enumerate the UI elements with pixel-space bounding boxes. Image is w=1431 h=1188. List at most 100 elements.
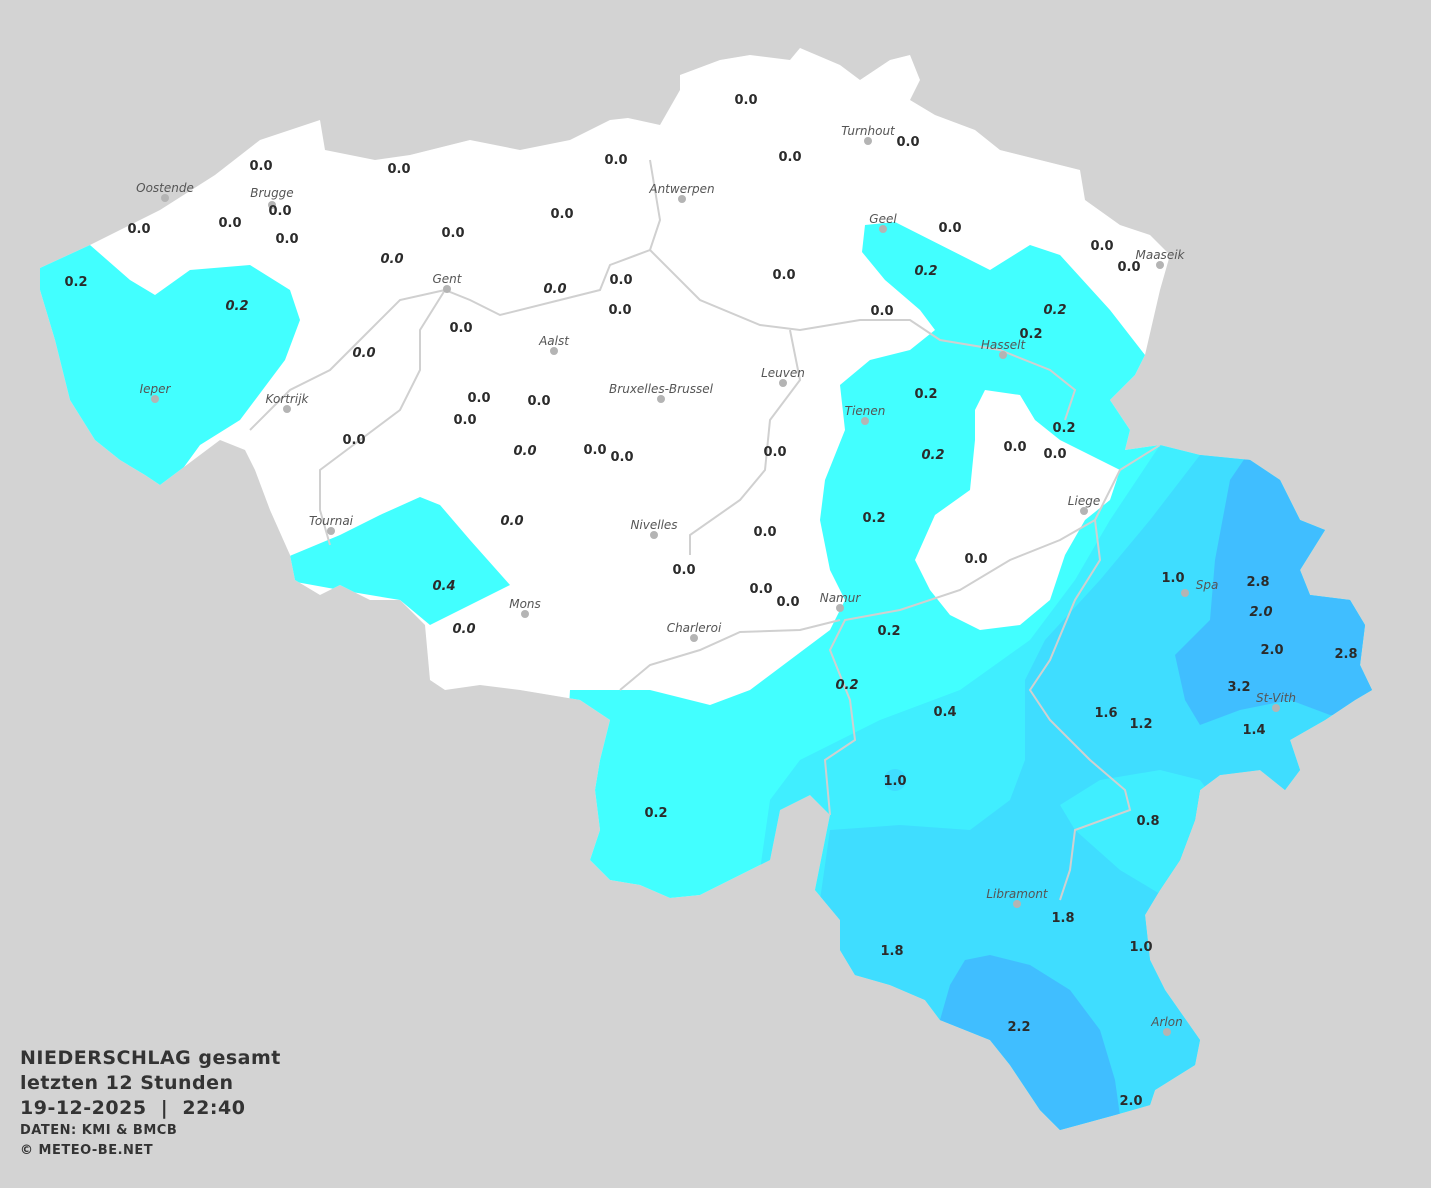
city-label: Arlon <box>1150 1015 1182 1029</box>
station-value: 0.2 <box>1019 327 1042 342</box>
station-value: 0.0 <box>763 445 786 460</box>
city-layer: Oostende Brugge Antwerpen Turnhout Geel Maase… <box>136 124 1296 1036</box>
station-value: 0.0 <box>604 153 627 168</box>
station-value: 0.0 <box>513 444 536 459</box>
station-value: 2.0 <box>1249 605 1272 620</box>
station-value: 0.0 <box>543 282 566 297</box>
station-value: 0.0 <box>964 552 987 567</box>
city-label: Turnhout <box>841 124 896 138</box>
rivers <box>249 159 1161 901</box>
city-label: Gent <box>433 272 463 286</box>
city-label: Bruxelles-Brussel <box>609 382 714 396</box>
station-value: 0.0 <box>1043 447 1066 462</box>
station-value: 0.2 <box>914 264 937 279</box>
station-value: 2.2 <box>1007 1020 1030 1035</box>
city-label: Oostende <box>136 181 194 195</box>
station-value: 1.4 <box>1242 723 1265 738</box>
city-dot <box>864 137 872 145</box>
city-dot <box>861 417 869 425</box>
city-dot <box>690 634 698 642</box>
station-value: 0.0 <box>268 204 291 219</box>
station-value: 0.2 <box>644 806 667 821</box>
station-value: 0.0 <box>500 514 523 529</box>
river-sambre <box>619 619 841 691</box>
city-label: Hasselt <box>981 338 1027 352</box>
map-period: letzten 12 Stunden <box>20 1072 234 1094</box>
city-dot <box>1013 900 1021 908</box>
city-label: Namur <box>820 591 862 605</box>
city-label: Geel <box>869 212 897 226</box>
station-value: 0.2 <box>225 299 248 314</box>
station-value: 0.0 <box>608 303 631 318</box>
station-value: 0.0 <box>352 346 375 361</box>
station-value: 0.0 <box>1003 440 1026 455</box>
city-label: Tournai <box>309 514 354 528</box>
station-value: 0.2 <box>1043 303 1066 318</box>
city-dot <box>268 201 276 209</box>
station-value: 0.0 <box>550 207 573 222</box>
city-dot <box>1272 704 1280 712</box>
city-dot <box>161 194 169 202</box>
zone-1-0-spot <box>884 769 906 791</box>
station-value: 0.0 <box>772 268 795 283</box>
map-title: NIEDERSCHLAG gesamt <box>20 1047 281 1069</box>
station-value: 0.0 <box>753 525 776 540</box>
river-dijle <box>689 329 802 555</box>
station-value: 1.0 <box>883 774 906 789</box>
station-value: 1.0 <box>1129 940 1152 955</box>
station-value: 0.0 <box>452 622 475 637</box>
map-source: DATEN: KMI & BMCB <box>20 1123 178 1138</box>
station-value: 0.2 <box>914 387 937 402</box>
station-value: 0.0 <box>896 135 919 150</box>
city-label: Brugge <box>250 186 293 200</box>
city-label: Libramont <box>986 887 1049 901</box>
city-dot <box>779 379 787 387</box>
station-value: 0.4 <box>432 579 455 594</box>
station-value: 0.0 <box>527 394 550 409</box>
station-value: 0.0 <box>583 443 606 458</box>
map-copyright: © METEO-BE.NET <box>20 1143 154 1158</box>
station-values-layer: 0.0 0.0 0.0 0.0 0.0 0.0 0.0 0.0 0.0 0.0 0.0 0.0 0.0 0… <box>64 93 1357 1109</box>
station-value: 0.0 <box>380 252 403 267</box>
city-label: Spa <box>1196 578 1219 592</box>
station-value: 1.8 <box>1051 911 1074 926</box>
station-value: 2.0 <box>1260 643 1283 658</box>
station-value: 0.0 <box>609 273 632 288</box>
city-dot <box>327 527 335 535</box>
station-value: 0.8 <box>1136 814 1159 829</box>
station-value: 1.0 <box>1161 571 1184 586</box>
city-label: Maaseik <box>1136 248 1186 262</box>
station-value: 0.0 <box>275 232 298 247</box>
zone-0-2-tournai <box>280 497 510 625</box>
station-value: 2.8 <box>1246 575 1269 590</box>
station-value: 0.0 <box>127 222 150 237</box>
station-value: 1.2 <box>1129 717 1152 732</box>
station-value: 3.2 <box>1227 680 1250 695</box>
city-dot <box>657 395 665 403</box>
city-dot <box>999 351 1007 359</box>
river-ourthe <box>1028 519 1132 901</box>
zone-no-precip-liege <box>915 390 1120 630</box>
city-label: Leuven <box>761 366 805 380</box>
station-value: 0.0 <box>1117 260 1140 275</box>
city-label: Charleroi <box>667 621 722 635</box>
city-dot <box>151 395 159 403</box>
station-value: 0.0 <box>734 93 757 108</box>
city-label: Kortrijk <box>266 392 310 406</box>
station-value: 0.0 <box>610 450 633 465</box>
station-value: 0.0 <box>342 433 365 448</box>
river-schelde <box>319 159 662 546</box>
city-dot <box>443 285 451 293</box>
map-legend: NIEDERSCHLAG gesamt letzten 12 Stunden 1… <box>20 1046 281 1161</box>
city-label: Liege <box>1068 494 1100 508</box>
city-label: Tienen <box>845 404 886 418</box>
city-dot <box>283 405 291 413</box>
station-value: 0.0 <box>453 413 476 428</box>
map-datetime: 19-12-2025 | 22:40 <box>20 1097 246 1119</box>
station-value: 0.0 <box>778 150 801 165</box>
station-value: 0.0 <box>749 582 772 597</box>
station-value: 0.2 <box>877 624 900 639</box>
